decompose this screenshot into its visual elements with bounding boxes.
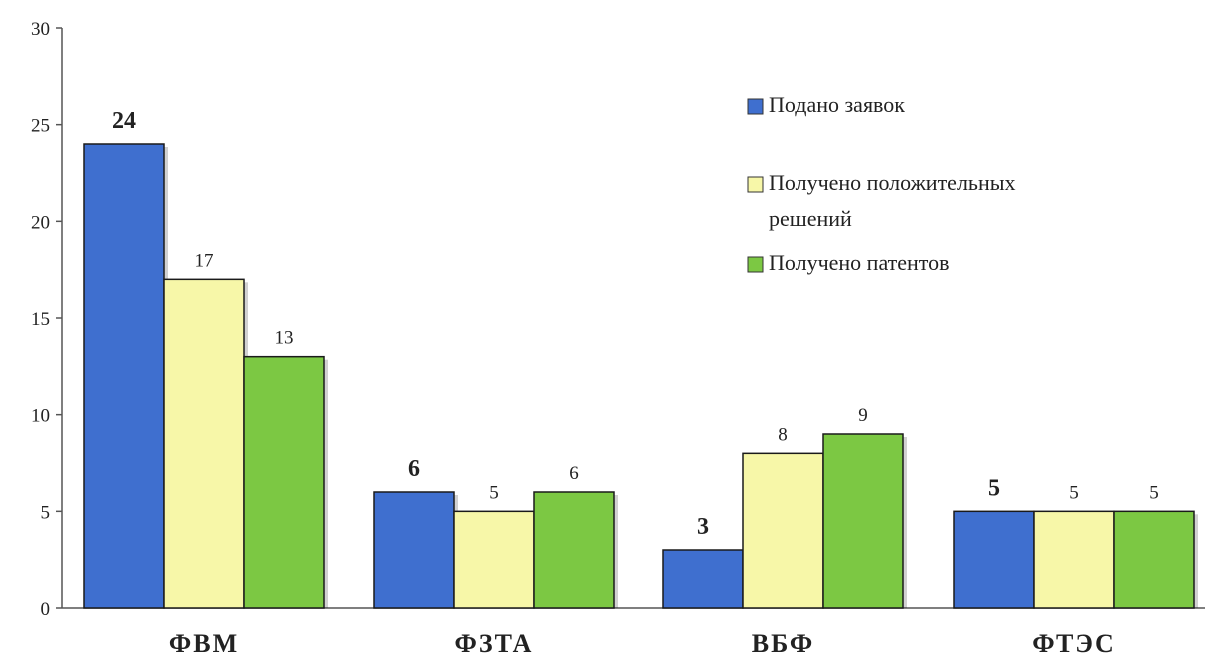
bar (533, 491, 615, 609)
category-label: ФТЭС (1032, 629, 1115, 658)
data-label: 6 (408, 456, 420, 482)
data-label: 5 (1149, 482, 1159, 503)
legend-label: Получено положительных (769, 170, 1016, 195)
category-label: ВБФ (752, 629, 814, 658)
data-label: 5 (1069, 482, 1079, 503)
data-label: 17 (195, 250, 214, 271)
category-label: ФВМ (169, 629, 239, 658)
data-label: 24 (112, 108, 136, 134)
data-label: 13 (275, 328, 294, 349)
bar (953, 510, 1035, 609)
legend-label: Подано заявок (769, 92, 905, 117)
bar (1113, 510, 1195, 609)
bar (662, 549, 744, 609)
bar (1033, 510, 1115, 609)
y-tick-label: 10 (31, 406, 50, 427)
data-label: 5 (489, 482, 499, 503)
legend: Подано заявок Получено положительных решен… (747, 92, 1016, 275)
category-label: ФЗТА (455, 629, 534, 658)
bar (83, 143, 165, 609)
legend-swatch (747, 98, 764, 115)
y-tick-label: 15 (31, 309, 50, 330)
bar (163, 278, 245, 609)
y-tick-label: 25 (31, 116, 50, 137)
legend-label: решений (769, 206, 852, 231)
data-label: 6 (569, 463, 579, 484)
bar (243, 355, 325, 609)
legend-label: Получено патентов (769, 250, 950, 275)
category-labels: ФВМ ФЗТА ВБФ ФТЭС (169, 629, 1115, 658)
legend-swatch (747, 176, 764, 193)
bar (822, 433, 904, 609)
bar (742, 452, 824, 609)
y-tick-label: 5 (41, 502, 51, 523)
bar (453, 510, 535, 609)
y-tick-label: 0 (41, 599, 51, 620)
data-label: 3 (697, 514, 709, 540)
y-tick-label: 20 (31, 212, 50, 233)
y-tick-label: 30 (31, 19, 50, 40)
bar (373, 491, 455, 609)
bars (83, 143, 1198, 609)
data-label: 8 (778, 424, 788, 445)
legend-swatch (747, 256, 764, 273)
data-label: 9 (858, 405, 868, 426)
data-label: 5 (988, 475, 1000, 501)
data-labels: 24 17 13 6 5 6 3 8 9 5 5 5 (112, 108, 1159, 540)
